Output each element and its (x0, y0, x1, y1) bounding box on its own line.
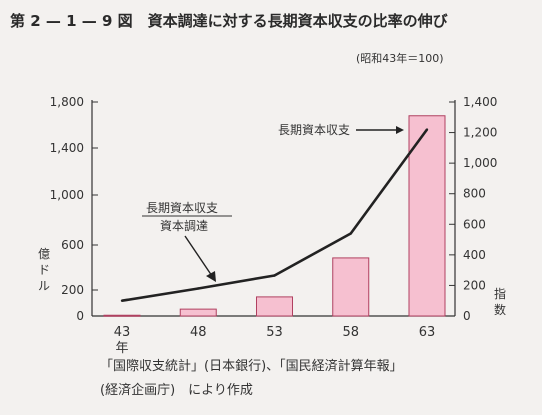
left-tick-label: 1,800 (50, 95, 84, 109)
bar (103, 314, 141, 317)
ratio-label-line-1: 長期資本収支 (146, 201, 218, 215)
ratio-point (273, 274, 276, 277)
left-tick-label: 0 (76, 309, 84, 323)
right-unit-char: 指 (494, 286, 506, 301)
left-unit-char: ル (38, 279, 50, 293)
bar (408, 115, 446, 317)
right-unit-char: 数 (494, 302, 506, 317)
ratio-point (349, 232, 352, 235)
ratio-label-arrow (184, 235, 213, 277)
x-tick-label: 48 (190, 325, 207, 340)
ratio-line-series (120, 128, 429, 302)
source-line-2: (経済企画庁) により作成 (100, 382, 253, 398)
ratio-label-arrowhead (206, 271, 216, 282)
left-tick-label: 1,400 (50, 141, 84, 155)
right-tick-label: 800 (463, 187, 486, 201)
right-tick-label: 400 (463, 248, 486, 262)
base-note: (昭和43年＝100) (356, 51, 444, 65)
ratio-point (197, 287, 200, 290)
right-tick-label: 1,400 (463, 95, 497, 109)
bar-label-arrowhead (396, 126, 404, 134)
right-tick-label: 600 (463, 217, 486, 231)
ratio-point (120, 299, 124, 302)
right-tick-label: 0 (463, 309, 471, 323)
ratio-point (425, 128, 429, 131)
left-unit-char: 億 (38, 247, 50, 261)
left-tick-label: 200 (61, 283, 84, 297)
bar (256, 296, 293, 317)
x-tick-label: 43 (114, 325, 131, 340)
bar (332, 257, 370, 317)
left-unit-char: ド (38, 263, 50, 277)
bar (179, 308, 217, 317)
x-tick-label: 53 (266, 325, 283, 340)
x-tick-label: 63 (419, 325, 436, 340)
axes: 0 200 600 1,000 1,400 1,800 億ドル 0 200 400 600 800 1,… (38, 95, 506, 323)
left-tick-label: 1,000 (50, 188, 84, 202)
bar-series-label: 長期資本収支 (278, 123, 350, 137)
ratio-label-line-2: 資本調達 (160, 219, 208, 233)
chart-title: 第 2 — 1 — 9 図 資本調達に対する長期資本収支の比率の伸び (10, 12, 448, 30)
x-tick-label: 58 (342, 325, 359, 340)
right-tick-label: 200 (463, 278, 486, 292)
x-unit-label: 年 (115, 341, 128, 356)
right-tick-label: 1,200 (463, 126, 497, 140)
left-tick-label: 600 (61, 238, 84, 252)
bar-series (103, 115, 446, 317)
source-line-1: 「国際収支統計」(日本銀行)、「国民経済計算年報」 (100, 358, 403, 374)
right-tick-label: 1,000 (463, 156, 497, 170)
